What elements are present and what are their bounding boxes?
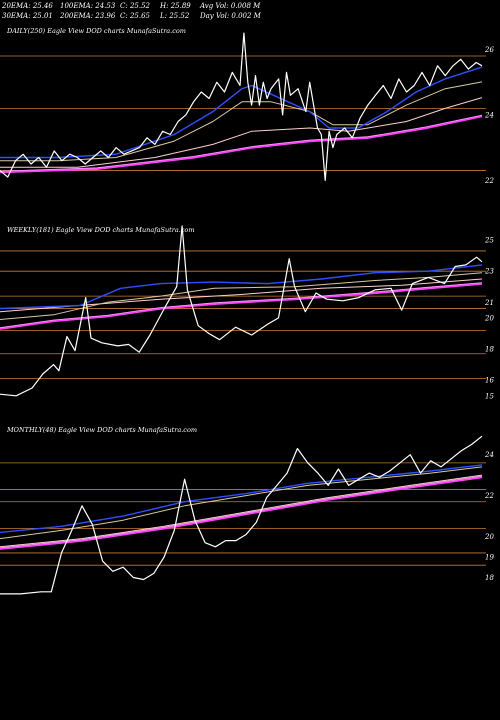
header-ema20: 20EMA: 25.46 xyxy=(2,2,53,10)
daily-y-tick-2: 22 xyxy=(484,177,494,185)
weekly-price-line xyxy=(0,225,483,397)
header-avg-vol: Avg Vol: 0.008 M xyxy=(200,2,261,10)
weekly-y-tick-6: 15 xyxy=(485,392,494,400)
monthly-y-tick-4: 18 xyxy=(485,574,494,582)
monthly-y-tick-1: 22 xyxy=(484,492,494,500)
daily-ema200-line xyxy=(0,115,483,174)
daily-ema200-band xyxy=(0,114,483,172)
daily-ema20-line xyxy=(0,66,483,159)
weekly-y-tick-1: 23 xyxy=(484,268,494,276)
monthly-panel-title: MONTHLY(48) Eagle View DOD charts Munafa… xyxy=(7,426,198,434)
weekly-ema100-line xyxy=(0,278,483,313)
weekly-ema20-line xyxy=(0,264,483,310)
weekly-ema200-line xyxy=(0,282,483,330)
header-change: C: 25.65 xyxy=(120,12,150,20)
daily-panel-title: DAILY(250) Eagle View DOD charts MunafaS… xyxy=(7,27,186,35)
daily-price-line xyxy=(0,32,483,181)
weekly-y-tick-0: 25 xyxy=(484,237,494,245)
header-high: H: 25.89 xyxy=(160,2,191,10)
monthly-y-tick-3: 19 xyxy=(485,554,494,562)
header-ema100: 100EMA: 24.53 xyxy=(60,2,116,10)
daily-ema30-line xyxy=(0,81,483,162)
header-day-vol: Day Vol: 0.002 M xyxy=(200,12,261,20)
header-ema30: 30EMA: 25.01 xyxy=(2,12,53,20)
weekly-panel-title: WEEKLY(181) Eagle View DOD charts Munafa… xyxy=(7,226,195,234)
weekly-y-tick-5: 16 xyxy=(485,377,494,385)
header-low: L: 25.52 xyxy=(160,12,190,20)
monthly-ema100-line xyxy=(0,474,483,548)
monthly-ema20-line xyxy=(0,464,483,534)
monthly-y-tick-0: 24 xyxy=(484,451,494,459)
daily-y-tick-1: 24 xyxy=(484,111,494,119)
monthly-price-line xyxy=(0,435,483,595)
weekly-y-tick-2: 21 xyxy=(484,299,494,307)
weekly-y-tick-3: 20 xyxy=(484,314,494,322)
monthly-ema200-line xyxy=(0,476,483,550)
header-close: C: 25.52 xyxy=(120,2,150,10)
header-ema200: 200EMA: 23.96 xyxy=(60,12,116,20)
monthly-ema30-line xyxy=(0,466,483,540)
daily-y-tick-0: 26 xyxy=(484,46,494,54)
monthly-y-tick-2: 20 xyxy=(484,533,494,541)
daily-ema100-line xyxy=(0,97,483,168)
weekly-y-tick-4: 18 xyxy=(485,346,494,354)
weekly-ema30-line xyxy=(0,272,483,320)
monthly-ema200-band xyxy=(0,475,483,549)
